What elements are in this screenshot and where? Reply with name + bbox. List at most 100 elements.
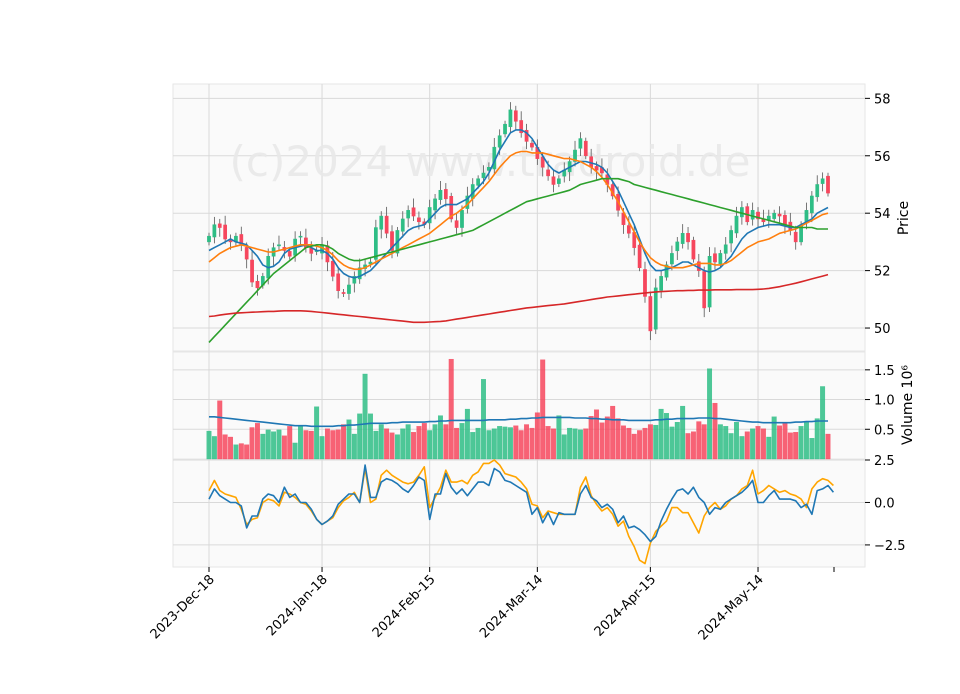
volume-bar [793,432,799,460]
volume-bar [443,424,449,460]
volume-bar [507,427,513,460]
volume-bar [572,428,578,460]
volume-bar [556,415,562,460]
volume-bar [669,426,675,460]
x-tick-label: 2024-Feb-15 [370,572,439,641]
candle-body [341,292,346,294]
candle-body [384,215,389,234]
volume-bar [475,427,481,460]
volume-bar [631,433,637,460]
volume-bar [717,424,723,460]
volume-bar [760,428,766,460]
volume-bar [658,408,664,460]
candle-body [212,224,217,238]
volume-bar [351,433,357,460]
volume-bar [427,430,433,460]
volume-bar [486,430,492,460]
volume-bar [394,434,400,460]
x-tick-label: 2024-Mar-14 [477,572,546,641]
volume-bar [421,423,427,460]
volume-bar [787,432,793,460]
candle-body [680,233,685,244]
grid-lines [173,84,865,567]
volume-bar [432,424,438,460]
candle-body [659,276,664,291]
volume-bar [744,431,750,460]
volume-bar [577,429,583,460]
candle-body [809,195,814,214]
candle-body [718,253,723,264]
candle-body [826,175,830,194]
volume-bar [696,421,702,460]
volume-panel [206,358,831,460]
candle-body [330,260,335,277]
candle-body [476,178,480,186]
volume-bar [739,436,745,460]
volume-bar [405,424,411,460]
candle-body [675,241,680,252]
volume-bar [222,434,228,460]
volume-bar [211,436,217,460]
volume-bar [265,429,271,460]
volume-bar [276,429,282,460]
volume-bar [502,426,508,460]
volume-bar [464,408,470,460]
price-y-tick-label: 52 [874,265,891,280]
candle-body [637,244,642,268]
volume-bar [642,427,648,460]
candle-body [223,224,228,240]
volume-bar [324,428,330,460]
candle-body [772,212,777,219]
candle-body [336,273,341,291]
volume-bar [362,373,368,460]
indicator-y-tick-label: −2.5 [874,539,906,554]
candle-body [449,196,454,220]
candle-body [228,240,233,243]
volume-bar [206,430,212,460]
candle-body [643,269,647,297]
price-panel [207,102,830,343]
candle-body [578,138,583,149]
candle-body [508,109,513,128]
volume-y-tick-label: 0.5 [874,423,895,438]
x-tick-label: 2024-Apr-15 [592,572,659,639]
volume-bar [459,423,465,460]
candle-body [557,178,561,184]
candle-body [390,231,394,251]
volume-bar [782,422,788,460]
price-y-tick-label: 54 [874,207,891,222]
volume-bar [712,402,718,460]
candle-body [734,215,739,234]
candle-body [207,235,211,243]
moving-average-line-2 [208,150,829,271]
volume-bar [599,422,605,460]
candle-body [670,253,674,265]
candle-body [653,287,658,330]
volume-bar [314,406,320,460]
volume-bar [438,415,443,460]
candle-body [820,178,825,184]
candle-body [411,207,416,217]
volume-bar [416,426,422,460]
volume-bar [701,424,707,460]
indicator-y-tick-label: 0.0 [874,496,895,511]
candle-body [417,217,421,223]
watermark: (c)2024 www.tradroid.de [229,137,750,186]
volume-bar [647,424,653,460]
price-panel-bg [172,83,866,352]
candle-body [783,214,787,225]
x-tick-label: 2023-Dec-18 [148,572,218,642]
volume-bar [798,426,804,460]
candle-body [551,176,556,185]
candle-body [707,256,712,308]
volume-bar [454,427,460,460]
candle-body [793,231,798,243]
candle-body [250,259,254,283]
candle-body [626,225,631,234]
candle-body [513,110,518,122]
candle-body [460,210,464,228]
candle-body [443,189,448,200]
volume-bar [497,426,503,460]
volume-bar [723,426,729,460]
